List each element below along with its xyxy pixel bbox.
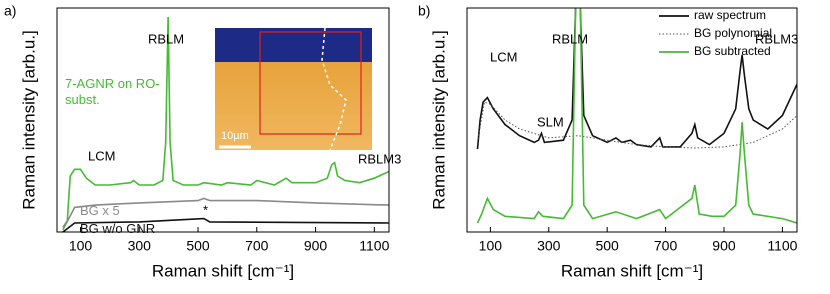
x-tick-label: 1100 — [359, 238, 389, 254]
series-line — [476, 8, 797, 224]
legend-label: raw spectrum — [694, 8, 766, 22]
x-tick-label: 900 — [304, 238, 328, 254]
x-tick-label: 300 — [537, 238, 561, 254]
plot-frame — [56, 7, 390, 233]
x-tick-label: 700 — [245, 238, 269, 254]
annotation: LCM — [88, 148, 115, 163]
plot-lines — [62, 16, 389, 232]
series-label: BG x 5 — [80, 203, 120, 218]
x-tick-label: 100 — [479, 238, 503, 254]
annotation: * — [203, 202, 208, 217]
inset-image: 10µm — [215, 27, 372, 151]
annotation: LCM — [490, 49, 517, 64]
series-line — [62, 197, 389, 231]
legend-label: BG polynomial — [694, 26, 772, 40]
x-axis-label: Raman shift [cm⁻¹] — [152, 261, 294, 280]
x-tick-label: 1100 — [767, 238, 797, 254]
panel-label: b) — [418, 3, 430, 19]
x-axis-label: Raman shift [cm⁻¹] — [561, 261, 703, 280]
panel-label: a) — [4, 3, 16, 19]
series-label: BG w/o GNR — [80, 221, 156, 236]
annotation: SLM — [537, 114, 564, 129]
annotation: RBLM — [552, 31, 588, 46]
y-axis-label: Raman intensity [arb.u.] — [19, 30, 38, 210]
x-tick-label: 100 — [69, 238, 93, 254]
legend-label: BG subtracted — [694, 44, 771, 58]
plot-frame — [466, 7, 798, 233]
y-axis-label: Raman intensity [arb.u.] — [429, 30, 448, 210]
series-label: 7-AGNR on RO-subst. — [65, 76, 160, 107]
x-tick-label: 900 — [712, 238, 736, 254]
scale-label: 10µm — [221, 130, 249, 142]
x-tick-label: 500 — [595, 238, 619, 254]
annotation: RBLM — [148, 31, 184, 46]
x-tick-label: 700 — [654, 238, 678, 254]
series-line — [62, 16, 389, 228]
plot-lines — [476, 8, 797, 224]
series-line — [476, 8, 797, 150]
annotation: RBLM3 — [755, 31, 798, 46]
series-line — [62, 217, 389, 232]
x-tick-label: 300 — [128, 238, 152, 254]
annotation: RBLM3 — [358, 151, 401, 166]
x-tick-label: 500 — [186, 238, 210, 254]
